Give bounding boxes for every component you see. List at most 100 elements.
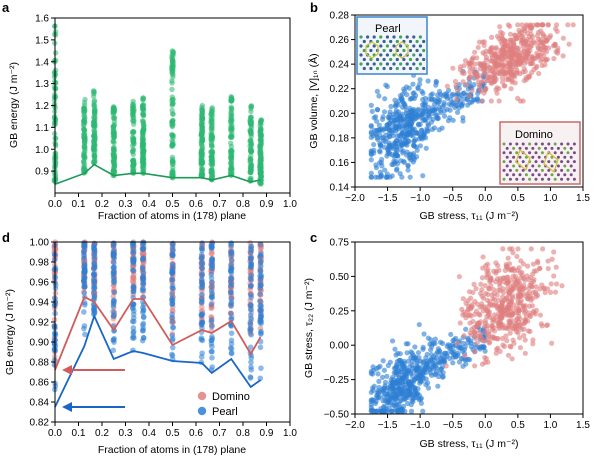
pearl-point (247, 374, 254, 380)
atom (412, 44, 416, 48)
atom (502, 177, 506, 181)
x-tick-label: −1.0 (410, 193, 430, 204)
domino-point (487, 301, 493, 307)
pearl-point (400, 158, 407, 164)
atom (572, 151, 576, 155)
pearl-point (140, 277, 147, 283)
pearl-point (415, 84, 421, 91)
atom (412, 62, 416, 66)
y-tick-label: 0.88 (30, 358, 50, 369)
panel-b-plot: −2.0 −1.5 −1.0 −0.5 0.0 0.5 1.0 1.5 0.14 0.16 0.18… (307, 11, 590, 223)
domino-point (499, 53, 505, 59)
pearl-point (169, 266, 176, 273)
pearl-point (81, 243, 88, 250)
pearl-point (385, 362, 391, 369)
pearl-point (394, 362, 400, 368)
atom (572, 177, 576, 181)
domino-point (485, 74, 492, 81)
atom (515, 177, 519, 181)
domino-point (535, 54, 541, 60)
domino-point (518, 258, 524, 264)
data-point (209, 162, 215, 168)
atom (547, 177, 551, 181)
atom (422, 57, 426, 62)
pearl-point (228, 248, 235, 255)
pearl-structure-image (359, 35, 426, 71)
x-tick-label: 0.5 (166, 428, 180, 439)
domino-point (508, 284, 514, 290)
pearl-point (460, 363, 466, 369)
domino-point (470, 289, 476, 296)
domino-point (523, 38, 529, 44)
pearl-point (408, 402, 414, 408)
pearl-point (130, 255, 137, 262)
domino-point (497, 24, 503, 30)
pearl-point (369, 407, 376, 413)
pearl-point (228, 240, 235, 246)
pearl-point (111, 312, 117, 318)
domino-point (496, 98, 502, 104)
atom (550, 164, 554, 168)
domino-point (528, 246, 534, 252)
pearl-point (131, 318, 137, 325)
pearl-point (427, 347, 434, 353)
atom (531, 164, 535, 168)
pearl-point (247, 326, 254, 333)
domino-point (517, 335, 523, 341)
pearl-point (434, 112, 440, 118)
data-point (199, 136, 205, 142)
domino-point (459, 70, 465, 76)
domino-point (526, 294, 532, 300)
domino-point (528, 274, 534, 281)
pearl-point (432, 107, 438, 113)
y-tick-label: 0.28 (330, 11, 350, 22)
data-point (169, 137, 175, 144)
pearl-point (258, 272, 265, 279)
atom (572, 168, 576, 172)
x-tick-label: 1.0 (283, 199, 297, 210)
y-tick-label: 1.4 (35, 57, 49, 68)
atom (547, 168, 551, 172)
domino-point (467, 304, 473, 310)
pearl-min-line (54, 313, 262, 408)
pearl-point (375, 127, 381, 133)
atom (508, 142, 512, 146)
domino-point (515, 35, 521, 41)
domino-point (501, 343, 507, 350)
pearl-point (381, 403, 387, 410)
pearl-point (399, 96, 405, 102)
pearl-inset: Pearl (356, 16, 428, 75)
pearl-point (81, 290, 88, 296)
pearl-point (423, 145, 429, 151)
pearl-point (371, 150, 377, 156)
pearl-point (198, 276, 205, 283)
pearl-point (440, 104, 446, 110)
pearl-point (140, 314, 147, 321)
pearl-point (468, 338, 474, 344)
pearl-point (91, 272, 97, 278)
domino-point (481, 39, 487, 45)
y-tick-label: 0.96 (30, 278, 50, 289)
panel-d-arrows (62, 365, 125, 412)
domino-point (494, 33, 501, 39)
pearl-point (404, 149, 410, 155)
domino-point (522, 337, 528, 343)
pearl-point (228, 316, 234, 322)
atom (515, 142, 519, 146)
atom (512, 164, 516, 168)
pearl-point (450, 360, 456, 366)
atom (521, 160, 525, 164)
domino-point (524, 48, 530, 54)
domino-point (542, 289, 548, 296)
y-tick-label: 1.6 (35, 14, 49, 25)
pearl-point (258, 365, 264, 371)
pearl-point (390, 120, 396, 127)
domino-point (479, 275, 486, 281)
pearl-point (208, 242, 215, 249)
atom (537, 155, 541, 159)
atom (512, 173, 516, 177)
pearl-point (392, 346, 398, 352)
atom (382, 66, 386, 71)
domino-point (521, 66, 527, 72)
domino-point (495, 320, 501, 326)
